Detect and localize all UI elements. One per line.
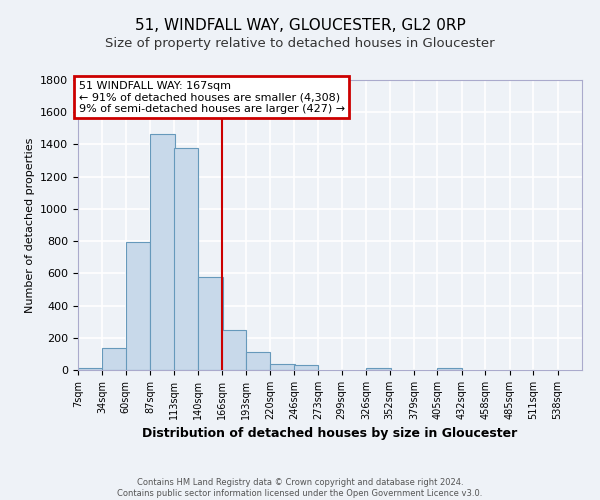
Bar xyxy=(366,368,391,370)
Text: 51, WINDFALL WAY, GLOUCESTER, GL2 0RP: 51, WINDFALL WAY, GLOUCESTER, GL2 0RP xyxy=(134,18,466,32)
Text: Size of property relative to detached houses in Gloucester: Size of property relative to detached ho… xyxy=(105,38,495,51)
Bar xyxy=(198,278,223,370)
Bar xyxy=(150,134,175,370)
Y-axis label: Number of detached properties: Number of detached properties xyxy=(25,138,35,312)
Bar xyxy=(174,148,198,370)
Bar xyxy=(271,364,295,370)
Bar xyxy=(437,368,462,370)
Text: Contains HM Land Registry data © Crown copyright and database right 2024.
Contai: Contains HM Land Registry data © Crown c… xyxy=(118,478,482,498)
Bar xyxy=(246,352,271,370)
Bar xyxy=(103,348,127,370)
Bar xyxy=(126,242,150,370)
X-axis label: Distribution of detached houses by size in Gloucester: Distribution of detached houses by size … xyxy=(142,428,518,440)
Text: 51 WINDFALL WAY: 167sqm
← 91% of detached houses are smaller (4,308)
9% of semi-: 51 WINDFALL WAY: 167sqm ← 91% of detache… xyxy=(79,81,345,114)
Bar xyxy=(78,368,103,370)
Bar xyxy=(294,366,318,370)
Bar xyxy=(221,330,246,370)
